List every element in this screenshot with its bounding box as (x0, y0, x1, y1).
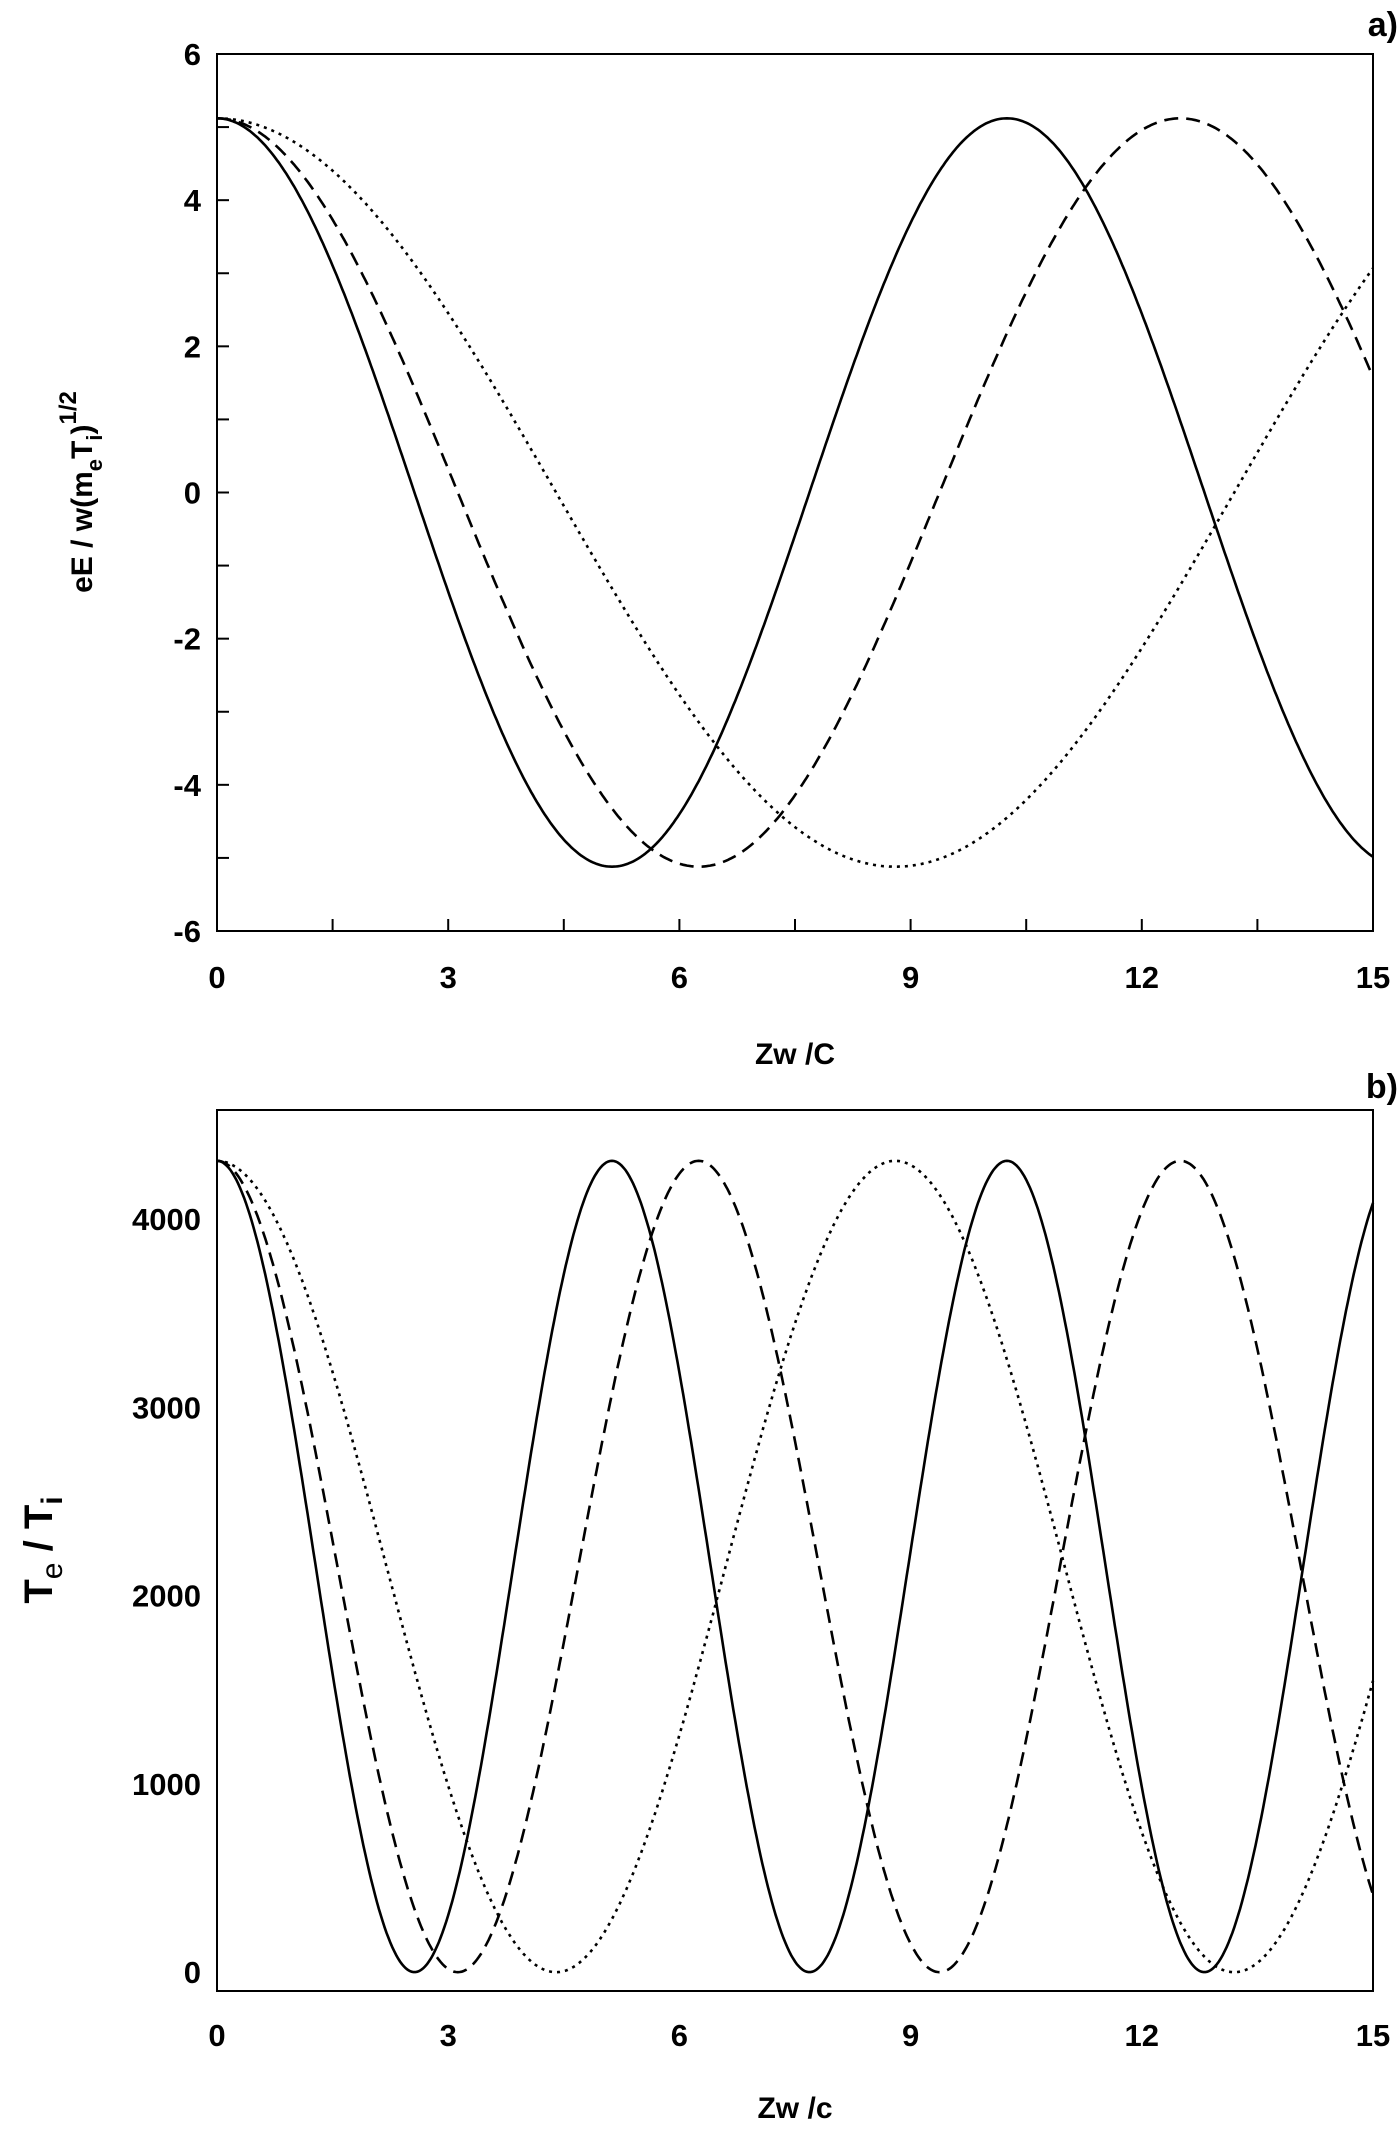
series-dotted-line (216, 1159, 1375, 1974)
series-dotted-line (217, 117, 1375, 868)
x-tick-label: 9 (902, 2018, 919, 2053)
y-tick-label: 2000 (132, 1579, 201, 1614)
ticks-b: 0 3 6 9 12 15 0 1000 2000 3000 4000 (132, 1202, 1390, 2053)
x-tick-label: 15 (1356, 960, 1390, 995)
y-axis-label-a: eE / w(meTi)1/2 (55, 391, 107, 593)
x-tick-label: 6 (671, 2018, 688, 2053)
panel-b: b) 0 3 6 9 12 15 0 1000 2000 3000 4000 Zw /c Te / … (17, 1068, 1398, 2125)
x-tick-label: 0 (208, 2018, 225, 2053)
series-dashed-line (217, 117, 1375, 868)
y-tick-label: 4000 (132, 1202, 201, 1237)
x-axis-label-b: Zw /c (757, 2092, 832, 2125)
x-tick-label: 3 (440, 2018, 457, 2053)
y-tick-label: -2 (173, 622, 201, 657)
plot-frame-b (216, 1109, 1374, 1992)
x-tick-label: 3 (440, 960, 457, 995)
y-tick-label: 4 (184, 183, 202, 218)
x-axis-label-a: Zw /C (755, 1038, 835, 1071)
series-solid-line (216, 1159, 1375, 1974)
y-tick-label: -6 (173, 914, 201, 949)
y-tick-label: 6 (184, 37, 201, 72)
panel-label-a: a) (1368, 6, 1398, 44)
x-tick-label: 12 (1125, 960, 1159, 995)
x-tick-label: 9 (902, 960, 919, 995)
x-tick-label: 12 (1125, 2018, 1159, 2053)
series-dashed-line (216, 1159, 1375, 1974)
y-tick-label: -4 (173, 768, 201, 803)
series-solid-line (216, 116, 1374, 869)
curves-a (216, 116, 1375, 869)
x-tick-label: 15 (1356, 2018, 1390, 2053)
ticks-a: 0 3 6 9 12 15 -6 -4 -2 0 2 4 6 (173, 37, 1390, 995)
panel-label-b: b) (1366, 1068, 1398, 1106)
x-tick-label: 6 (671, 960, 688, 995)
curves-b (216, 1159, 1375, 1974)
plot-frame-a (216, 53, 1374, 932)
y-tick-label: 3000 (132, 1390, 201, 1425)
y-tick-label: 2 (184, 329, 201, 364)
y-tick-label: 1000 (132, 1767, 201, 1802)
panel-a: a) 0 3 6 9 12 15 -6 -4 -2 0 2 4 6 Zw /C eE / w(meTi)… (55, 6, 1398, 1071)
y-tick-label: 0 (184, 1955, 201, 1990)
x-tick-label: 0 (208, 960, 225, 995)
y-tick-label: 0 (184, 476, 201, 511)
y-axis-label-b: Te / Ti (17, 1496, 69, 1603)
